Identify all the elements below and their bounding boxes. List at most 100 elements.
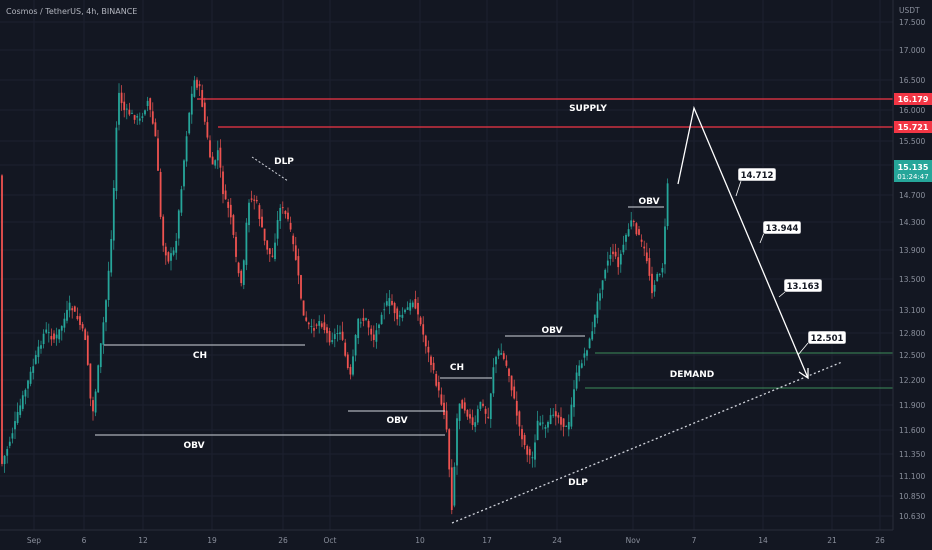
candle-body [73,306,76,312]
candle-body [599,293,601,301]
x-tick-label: Oct [324,536,337,545]
candle-body [242,260,245,285]
candle-body [523,435,526,446]
candle-body [664,226,666,265]
candle-body [99,343,102,368]
candle-body [1,175,3,464]
candle-body [240,270,243,284]
candle-body [141,116,144,118]
candle-body [554,411,557,417]
candle-body [476,409,479,423]
candle-body [120,92,123,104]
y-tick-label: 11.100 [899,472,925,481]
candle-body [541,422,544,424]
candle-body [521,428,523,440]
candle-body [203,102,206,122]
candle-body [445,410,448,430]
x-tick-label: 10 [415,536,425,545]
y-tick-label: 10.630 [899,512,925,521]
candle-body [8,441,11,446]
candle-body [344,342,347,356]
dlp-trendline [451,361,843,524]
y-tick-label: 17.500 [899,18,925,27]
x-tick-label: Nov [626,536,641,545]
candle-body [549,415,552,425]
candle-body [341,331,344,340]
candle-body [346,354,349,369]
y-tick-label: 11.600 [899,426,925,435]
candle-body [47,332,50,334]
candle-body [84,329,87,341]
candle-body [417,302,419,315]
candle-body [68,302,71,311]
candle-body [209,140,211,158]
candle-body [172,250,175,255]
candle-body [534,442,536,460]
candle-body [6,449,9,456]
candle-body [333,334,336,340]
candle-body [625,234,627,242]
candle-body [440,394,443,405]
candle-body [414,298,417,309]
candle-body [640,239,643,242]
candle-body [300,275,302,299]
candle-body [443,402,445,415]
candle-body [287,212,289,220]
candle-body [128,109,131,115]
candle-body [453,466,456,506]
candle-body [406,307,409,310]
candle-body [292,235,295,245]
candle-body [409,302,412,311]
candle-body [133,115,136,120]
candle-body [190,93,193,115]
candle-body [107,270,110,300]
candle-body [508,368,510,377]
candle-body [222,171,224,195]
candle-body [138,118,141,121]
price-axis-ticks: 17.50017.00016.50016.00015.50015.00014.7… [899,18,925,521]
candle-body [388,298,391,307]
candle-body [515,400,518,416]
price-tag-15721: 15.721 [894,121,932,133]
x-tick-label: 6 [82,536,87,545]
candle-body [469,414,471,419]
candle-body [518,411,521,427]
candle-body [245,222,248,265]
candle-body [276,220,279,239]
candle-body [328,331,331,343]
candle-body [157,138,159,171]
candle-body [430,356,432,365]
target-box-4: 12.501 [807,330,847,345]
candle-body [66,309,68,321]
candle-body [34,355,37,364]
candle-body [547,421,549,428]
candle-body [94,391,97,413]
candle-body [557,415,560,418]
candle-body [479,401,482,409]
candle-body [63,318,66,328]
target-4-label: 12.501 [811,334,844,344]
candle-body [219,147,222,168]
candle-body [450,467,453,510]
candle-body [154,122,157,137]
candle-body [482,403,484,406]
x-tick-label: 26 [875,536,885,545]
candle-body [526,445,529,455]
candle-body [102,322,105,345]
candle-body [656,274,659,282]
candle-body [255,199,258,202]
candle-body [352,356,354,375]
candle-body [136,116,139,118]
candle-body [630,220,633,227]
candle-body [567,421,570,430]
candle-body [294,245,297,260]
y-tick-label: 11.900 [899,401,925,410]
candle-body [224,190,227,200]
candle-body [365,318,367,320]
candle-body [362,317,365,321]
candle-body [211,156,214,165]
candle-body [505,360,508,366]
candle-body [232,215,235,235]
candle-body [185,136,188,162]
